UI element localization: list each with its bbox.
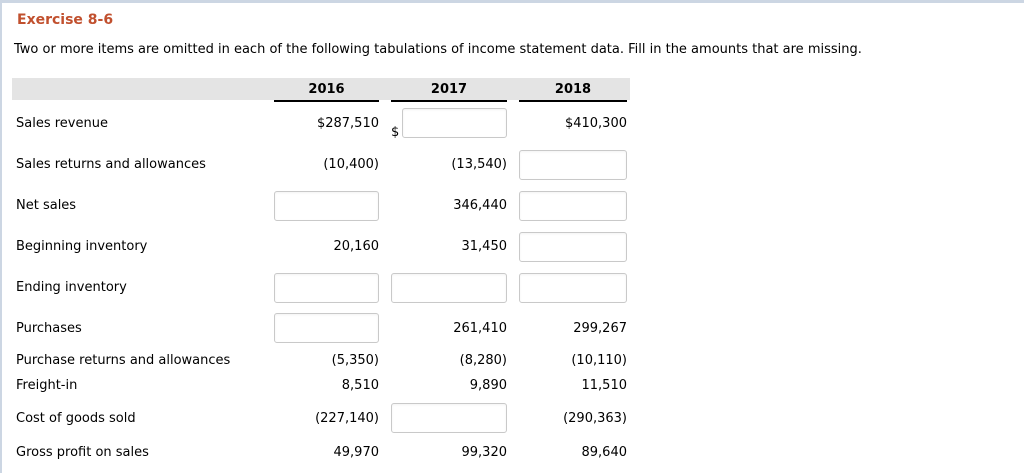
amount-cell: (5,350): [274, 348, 379, 373]
amount-cell: (10,400): [274, 144, 379, 185]
currency-prefix: $: [391, 125, 400, 140]
amount-text: (227,140): [315, 410, 379, 426]
amount-cell: 299,267: [519, 308, 627, 348]
table-header-band: 2016 2017 2018: [12, 78, 630, 100]
amount-cell: 346,440: [391, 185, 507, 226]
amount-input-2018[interactable]: [519, 272, 627, 303]
amount-cell: (290,363): [519, 397, 627, 439]
amount-text: 11,510: [581, 377, 628, 393]
amount-cell: [519, 226, 627, 267]
amount-cell: [519, 144, 627, 185]
amount-text: (10,400): [323, 157, 379, 172]
column-underline: [391, 100, 507, 102]
amount-cell: 8,510: [274, 373, 379, 397]
row-label: Beginning inventory: [16, 239, 148, 254]
column-underline: [519, 100, 627, 102]
amount-text: (8,280): [459, 353, 507, 368]
amount-input-2017[interactable]: [402, 108, 507, 138]
table-row: Sales revenue $287,510 $ $410,300: [12, 102, 627, 144]
amount-text: 8,510: [341, 377, 379, 393]
amount-text: 49,970: [333, 444, 380, 460]
amount-cell: 99,320: [391, 439, 508, 465]
amount-text: 99,320: [461, 444, 508, 460]
amount-text: 261,410: [453, 320, 507, 336]
label-column-header: [12, 78, 262, 100]
amount-cell: $: [391, 102, 507, 144]
amount-cell: [274, 185, 379, 226]
amount-cell: 89,640: [519, 439, 628, 465]
amount-cell: (13,540): [391, 144, 507, 185]
amount-input-2016[interactable]: [274, 190, 379, 221]
instructions-text: Two or more items are omitted in each of…: [14, 42, 862, 57]
exercise-panel: Exercise 8-6 Two or more items are omitt…: [2, 3, 1024, 473]
row-label: Purchases: [16, 320, 82, 336]
amount-cell: 9,890: [391, 373, 507, 397]
row-label: Purchase returns and allowances: [16, 353, 231, 368]
amount-text: $287,510: [316, 115, 379, 131]
row-label: Net sales: [16, 198, 77, 213]
amount-text: (290,363): [563, 410, 627, 426]
year-header-col2: 2017: [430, 82, 468, 97]
table-row: Sales returns and allowances (10,400) (1…: [12, 144, 627, 185]
amount-cell: (8,280): [391, 348, 507, 373]
amount-text: 20,160: [333, 239, 380, 254]
column-underline: [274, 100, 379, 102]
row-label: Sales revenue: [16, 115, 108, 131]
table-row: Gross profit on sales 49,970 99,320 89,6…: [12, 439, 627, 465]
amount-cell: $410,300: [519, 102, 627, 144]
row-label: Freight-in: [16, 377, 78, 393]
year-header-col3: 2018: [554, 82, 592, 97]
table-row: Purchase returns and allowances (5,350) …: [12, 348, 627, 373]
amount-input-2017[interactable]: [391, 403, 507, 433]
table-body: Sales revenue $287,510 $ $410,300 Sales …: [12, 102, 627, 465]
table-row: Ending inventory: [12, 267, 627, 308]
amount-text: 346,440: [453, 198, 507, 213]
amount-cell: 261,410: [391, 308, 507, 348]
amount-cell: [274, 308, 379, 348]
amount-cell: 11,510: [519, 373, 628, 397]
amount-text: $410,300: [564, 115, 627, 131]
amount-input-2018[interactable]: [519, 231, 627, 262]
amount-text: 9,890: [469, 377, 507, 393]
amount-input-2016[interactable]: [274, 313, 379, 343]
amount-text: 299,267: [573, 320, 627, 336]
row-label: Gross profit on sales: [16, 444, 149, 460]
amount-cell: (10,110): [519, 348, 627, 373]
amount-cell: 49,970: [274, 439, 380, 465]
year-header-col1: 2016: [308, 82, 345, 97]
row-label: Ending inventory: [16, 280, 127, 295]
row-label: Cost of goods sold: [16, 410, 136, 426]
amount-input-2017[interactable]: [391, 272, 507, 303]
row-label: Sales returns and allowances: [16, 157, 206, 172]
page-title: Exercise 8-6: [17, 12, 114, 28]
amount-cell: [391, 267, 507, 308]
table-row: Net sales 346,440: [12, 185, 627, 226]
amount-cell: $287,510: [274, 102, 379, 144]
amount-cell: [391, 397, 507, 439]
amount-input-2018[interactable]: [519, 149, 627, 180]
amount-input-2016[interactable]: [274, 272, 379, 303]
amount-cell: [519, 267, 627, 308]
amount-cell: (227,140): [274, 397, 379, 439]
table-row: Purchases 261,410 299,267: [12, 308, 627, 348]
table-row: Freight-in 8,510 9,890 11,510: [12, 373, 627, 397]
amount-cell: 31,450: [391, 226, 508, 267]
amount-cell: [274, 267, 379, 308]
table-row: Beginning inventory 20,160 31,450: [12, 226, 627, 267]
amount-text: 89,640: [581, 444, 628, 460]
amount-input-2018[interactable]: [519, 190, 627, 221]
amount-text: (5,350): [331, 353, 379, 368]
amount-cell: 20,160: [274, 226, 380, 267]
table-row: Cost of goods sold (227,140) (290,363): [12, 397, 627, 439]
amount-cell: [519, 185, 627, 226]
amount-text: 31,450: [461, 239, 508, 254]
amount-text: (13,540): [451, 157, 507, 172]
amount-text: (10,110): [571, 353, 627, 368]
